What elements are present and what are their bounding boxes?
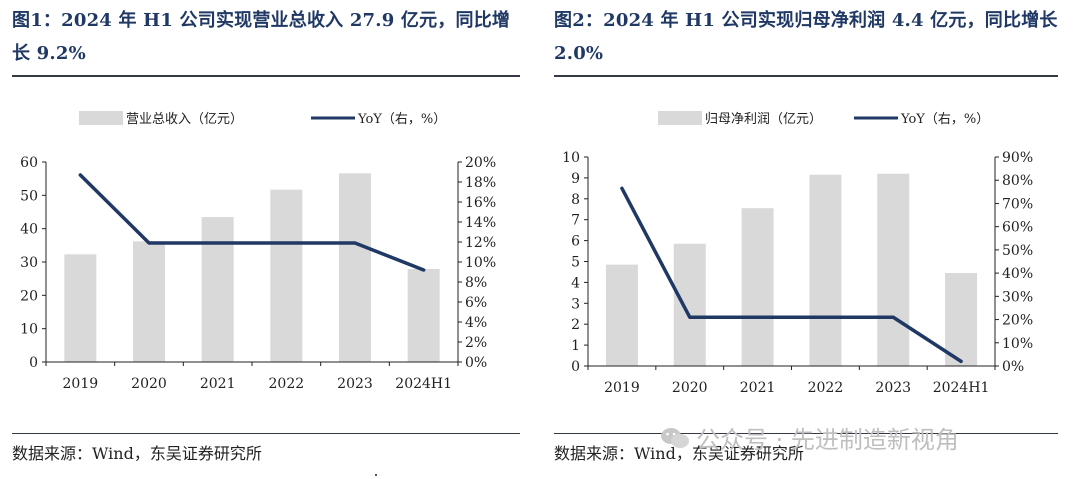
left-tick-label: 40	[20, 222, 38, 238]
right-tick-label: 0%	[465, 355, 487, 371]
legend-bar-label: 归母净利润（亿元）	[705, 112, 822, 127]
right-tick-label: 14%	[465, 215, 496, 231]
stray-dot	[375, 474, 377, 476]
bar-2024H1	[945, 272, 978, 366]
left-tick-label: 0	[571, 359, 580, 375]
x-tick-label: 2019	[604, 380, 640, 396]
bar-2021	[201, 217, 234, 362]
legend-line-label: YoY（右，%）	[357, 112, 446, 127]
yoy-line	[620, 186, 963, 364]
right-tick-label: 16%	[465, 195, 496, 211]
left-tick-label: 3	[571, 296, 580, 312]
left-tick-label: 20	[20, 288, 38, 304]
figure2-chart: 归母净利润（亿元） YoY（右，%） 0 1 2 3 4 5 6 7 8 9 10 0% 10% 20% 30%…	[562, 111, 1033, 396]
figure1-top-rule	[12, 75, 520, 77]
right-tick-label: 50%	[1002, 243, 1033, 259]
legend-bar-swatch	[79, 111, 123, 125]
legend-bar-label: 营业总收入（亿元）	[126, 112, 243, 127]
right-tick-label: 80%	[1002, 173, 1033, 189]
x-tick-label: 2024H1	[933, 380, 990, 396]
figure1-title: 图1：2024 年 H1 公司实现营业总收入 27.9 亿元，同比增长 9.2%	[12, 10, 511, 64]
bar-2022	[809, 174, 842, 366]
watermark-text: 公众号 · 先进制造新视角	[696, 426, 959, 454]
x-tick-label: 2023	[875, 380, 911, 396]
x-tick-label: 2021	[200, 376, 236, 392]
bar-2022	[270, 189, 303, 362]
right-tick-label: 6%	[465, 295, 487, 311]
x-tick-label: 2019	[63, 376, 99, 392]
right-tick-label: 4%	[465, 315, 487, 331]
bar-2020	[133, 241, 165, 362]
left-tick-label: 4	[571, 275, 580, 291]
left-tick-label: 1	[571, 338, 580, 354]
right-tick-label: 12%	[465, 235, 496, 251]
right-tick-label: 8%	[465, 275, 487, 291]
bar-2023	[877, 173, 910, 366]
left-tick-label: 30	[20, 255, 38, 271]
bar-2021	[741, 208, 774, 366]
right-tick-label: 0%	[1002, 359, 1024, 375]
figure2-bottom-rule	[554, 433, 1058, 434]
legend-line-label: YoY（右，%）	[900, 112, 989, 127]
left-tick-label: 50	[20, 188, 38, 204]
legend-bar-swatch	[658, 111, 702, 125]
figure2-source: 数据来源：Wind，东吴证券研究所	[554, 444, 804, 463]
right-tick-label: 20%	[465, 155, 496, 171]
figure1-source: 数据来源：Wind，东吴证券研究所	[12, 444, 262, 463]
figure1-bottom-rule	[12, 433, 520, 434]
x-tick-label: 2024H1	[395, 376, 452, 392]
left-tick-label: 7	[571, 213, 580, 229]
right-tick-label: 40%	[1002, 266, 1033, 282]
left-tick-label: 8	[571, 192, 580, 208]
right-tick-label: 60%	[1002, 220, 1033, 236]
left-tick-label: 5	[571, 255, 580, 271]
right-tick-label: 30%	[1002, 289, 1033, 305]
x-tick-label: 2022	[808, 380, 844, 396]
right-tick-label: 70%	[1002, 196, 1033, 212]
watermark: 公众号 · 先进制造新视角	[660, 420, 959, 456]
x-tick-label: 2021	[740, 380, 776, 396]
figure2-top-rule	[554, 75, 1058, 77]
x-tick-label: 2023	[337, 376, 373, 392]
yoy-line	[78, 173, 426, 272]
right-tick-label: 2%	[465, 335, 487, 351]
x-tick-label: 2022	[269, 376, 305, 392]
left-tick-label: 9	[571, 171, 580, 187]
bar-2024H1	[407, 269, 440, 362]
x-tick-label: 2020	[672, 380, 708, 396]
right-tick-label: 18%	[465, 175, 496, 191]
right-tick-label: 10%	[1002, 336, 1033, 352]
right-tick-label: 10%	[465, 255, 496, 271]
right-tick-label: 20%	[1002, 313, 1033, 329]
right-tick-label: 90%	[1002, 150, 1033, 166]
bar-2020	[673, 243, 706, 366]
wechat-icon	[660, 426, 690, 456]
figure1-chart: 营业总收入（亿元） YoY（右，%） 0 10 20 30 40 50 60 0% 2% 4% 6% 8%…	[20, 111, 496, 392]
x-tick-label: 2020	[131, 376, 167, 392]
bar-2019	[605, 264, 638, 366]
left-tick-label: 0	[29, 355, 38, 371]
bar-2023	[339, 173, 371, 362]
bar-2019	[64, 254, 97, 362]
left-tick-label: 10	[562, 150, 580, 166]
left-tick-label: 6	[571, 234, 580, 250]
figure2-title: 图2：2024 年 H1 公司实现归母净利润 4.4 亿元，同比增长 2.0%	[554, 10, 1058, 64]
left-tick-label: 2	[571, 317, 580, 333]
left-tick-label: 60	[20, 155, 38, 171]
left-tick-label: 10	[20, 322, 38, 338]
